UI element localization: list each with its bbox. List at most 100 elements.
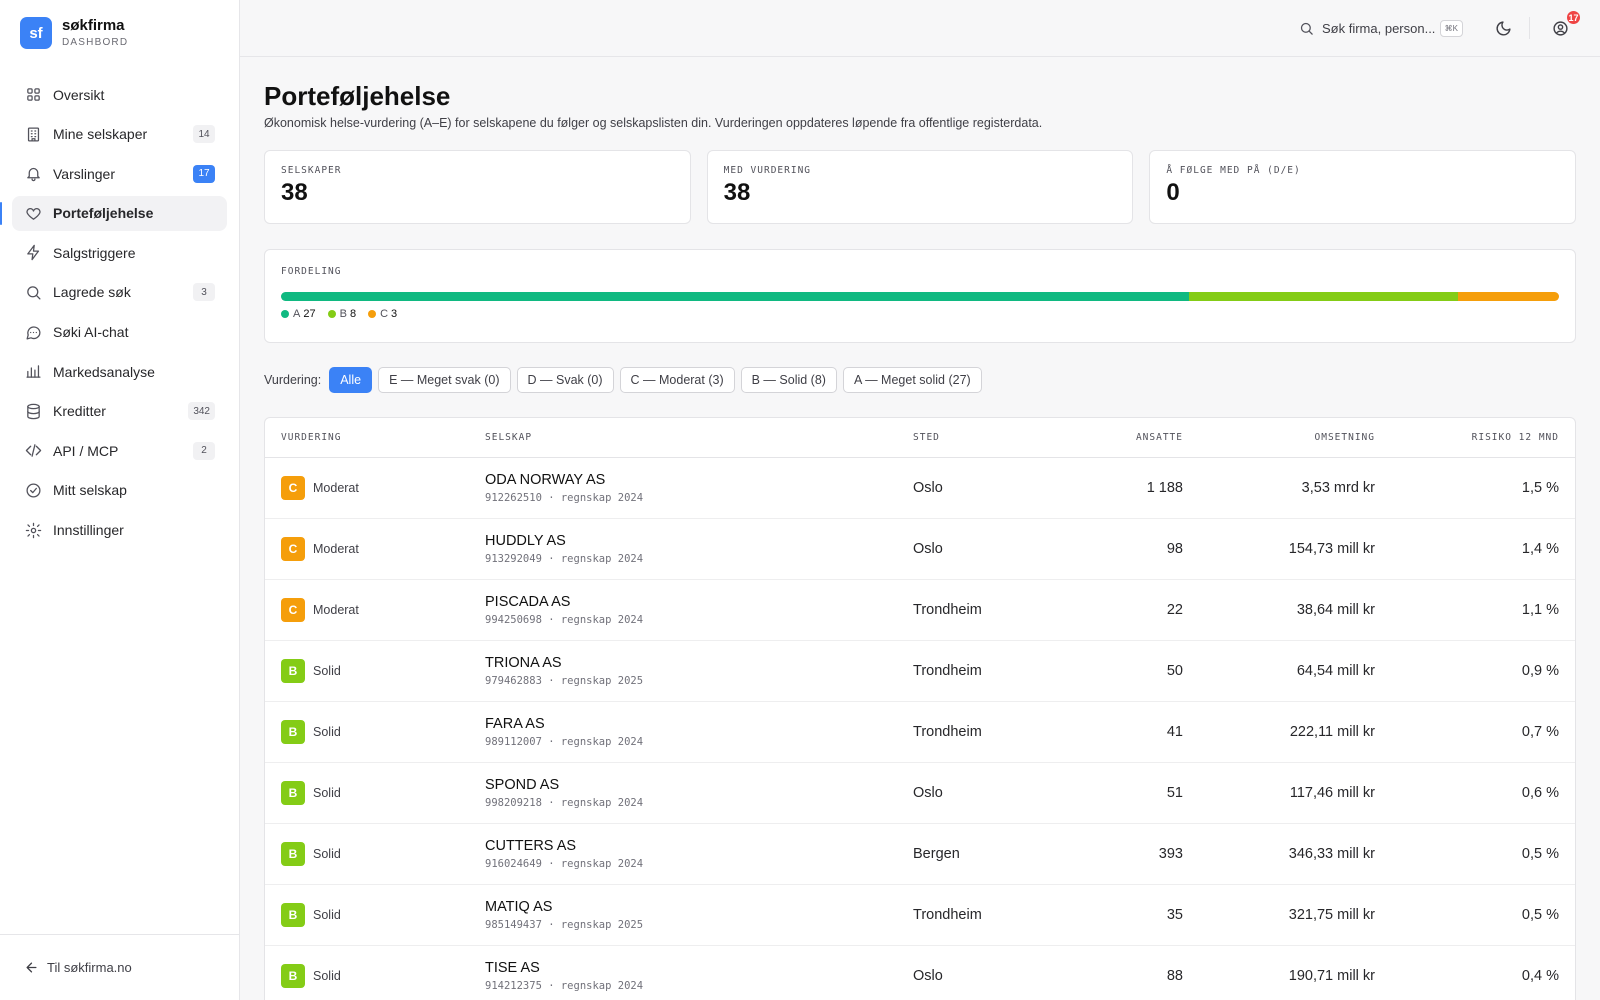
sidebar-item-salgstriggere[interactable]: Salgstriggere: [12, 235, 227, 270]
grade-label: Solid: [313, 847, 341, 862]
table-row[interactable]: C Moderat ODA NORWAY AS 912262510 · regnska…: [265, 458, 1575, 520]
distribution-bar: [281, 292, 1559, 302]
legend-grade: A: [293, 308, 301, 321]
company-name-link[interactable]: SPOND AS: [485, 777, 560, 794]
place-cell: Oslo: [913, 968, 943, 985]
table-row[interactable]: B Solid SPOND AS 998209218 · regnskap 2024 O…: [265, 763, 1575, 825]
filter-chip[interactable]: A — Meget solid (27): [842, 367, 982, 394]
place-cell: Oslo: [913, 480, 943, 497]
company-name-link[interactable]: TRIONA AS: [485, 655, 562, 672]
sidebar-item-søki-ai-chat[interactable]: Søki AI-chat: [12, 315, 227, 350]
bell-icon: [24, 165, 42, 183]
sidebar-item-api-mcp[interactable]: API / MCP 2: [12, 433, 227, 468]
page-content: Porteføljehelse Økonomisk helse-vurderin…: [240, 57, 1600, 1000]
company-name-link[interactable]: FARA AS: [485, 716, 545, 733]
filter-chip[interactable]: Alle: [329, 367, 373, 394]
sidebar-item-mitt-selskap[interactable]: Mitt selskap: [12, 473, 227, 508]
risk-cell: 0,4 %: [1521, 968, 1559, 985]
filter-chip[interactable]: D — Svak (0): [516, 367, 614, 394]
company-cell: HUDDLY AS 913292049 · regnskap 2024: [485, 533, 913, 565]
revenue-cell: 222,11 mill kr: [1289, 724, 1375, 741]
sidebar-item-innstillinger[interactable]: Innstillinger: [12, 513, 227, 548]
distribution-legend: A 27 B 8 C 3: [281, 308, 1559, 320]
column-header[interactable]: STED: [913, 432, 940, 444]
legend-count: 27: [303, 308, 316, 321]
rating-cell: B Solid: [281, 720, 485, 745]
grade-label: Solid: [313, 664, 341, 679]
table-row[interactable]: B Solid TRIONA AS 979462883 · regnskap 2025…: [265, 641, 1575, 703]
table-row[interactable]: B Solid TISE AS 914212375 · regnskap 2024 Os…: [265, 946, 1575, 1000]
grid-icon: [24, 86, 42, 104]
company-name-link[interactable]: ODA NORWAY AS: [485, 472, 606, 489]
legend-dot: [368, 310, 377, 319]
column-header[interactable]: OMSETNING: [1314, 432, 1375, 444]
table-row[interactable]: B Solid CUTTERS AS 916024649 · regnskap 202…: [265, 824, 1575, 886]
sidebar-item-kreditter[interactable]: Kreditter 342: [12, 394, 227, 429]
column-header[interactable]: SELSKAP: [485, 432, 533, 444]
company-name-link[interactable]: CUTTERS AS: [485, 838, 577, 855]
sidebar-item-markedsanalyse[interactable]: Markedsanalyse: [12, 354, 227, 389]
search-input[interactable]: Søk firma, person... ⌘K: [1289, 8, 1473, 48]
account-button[interactable]: 17: [1544, 9, 1582, 44]
sidebar-item-label: Mine selskaper: [53, 126, 148, 143]
legend-dot: [327, 310, 336, 319]
moon-icon: [1496, 20, 1511, 35]
place-cell: Bergen: [913, 846, 960, 863]
back-to-site-link[interactable]: Til søkfirma.no: [0, 934, 239, 1000]
check-circle-icon: [24, 481, 42, 499]
user-circle-icon: [1552, 20, 1568, 36]
grade-badge: B: [281, 903, 305, 928]
employees-cell: 35: [1166, 907, 1183, 924]
sidebar: sf søkfirma DASHBORD Oversikt Mine selska…: [0, 0, 240, 1000]
employees-cell: 50: [1166, 663, 1183, 680]
table-header: VURDERING SELSKAP STED ANSATTE OMSETNING RISI…: [265, 418, 1575, 459]
sidebar-item-oversikt[interactable]: Oversikt: [12, 77, 227, 112]
filter-chip[interactable]: B — Solid (8): [740, 367, 837, 394]
page-subtitle: Økonomisk helse-vurdering (A–E) for sels…: [264, 116, 1043, 131]
distribution-card: FORDELING A 27 B 8 C 3: [264, 249, 1576, 344]
legend-grade: C: [380, 308, 389, 321]
sidebar-item-varslinger[interactable]: Varslinger 17: [12, 156, 227, 191]
company-name-link[interactable]: PISCADA AS: [485, 594, 571, 611]
building-icon: [24, 125, 42, 143]
table-row[interactable]: C Moderat PISCADA AS 994250698 · regnskap 2…: [265, 580, 1575, 642]
database-icon: [24, 402, 42, 420]
brand[interactable]: sf søkfirma DASHBORD: [0, 0, 239, 66]
search-icon: [1300, 22, 1313, 35]
lightning-icon: [24, 244, 42, 262]
theme-toggle-button[interactable]: [1487, 12, 1519, 44]
stat-label: Å FØLGE MED PÅ (D/E): [1166, 165, 1301, 177]
sidebar-item-label: Kreditter: [53, 403, 106, 420]
sidebar-item-label: Lagrede søk: [53, 284, 131, 301]
sidebar-item-lagrede-søk[interactable]: Lagrede søk 3: [12, 275, 227, 310]
filter-chip[interactable]: E — Meget svak (0): [378, 367, 511, 394]
risk-cell: 1,1 %: [1521, 602, 1559, 619]
company-name-link[interactable]: HUDDLY AS: [485, 533, 566, 550]
revenue-cell: 346,33 mill kr: [1288, 846, 1375, 863]
sidebar-item-mine-selskaper[interactable]: Mine selskaper 14: [12, 117, 227, 152]
company-name-link[interactable]: TISE AS: [485, 960, 540, 977]
sidebar-item-porteføljehelse[interactable]: Porteføljehelse: [0, 195, 227, 231]
table-row[interactable]: B Solid FARA AS 989112007 · regnskap 2024 Tr…: [265, 702, 1575, 764]
company-meta: 979462883 · regnskap 2025: [485, 675, 644, 688]
filter-chip[interactable]: C — Moderat (3): [619, 367, 735, 394]
search-shortcut: ⌘K: [1439, 19, 1463, 37]
column-header[interactable]: RISIKO 12 MND: [1471, 432, 1559, 444]
revenue-cell: 117,46 mill kr: [1289, 785, 1375, 802]
revenue-cell: 190,71 mill kr: [1288, 968, 1375, 985]
company-name-link[interactable]: MATIQ AS: [485, 899, 553, 916]
sidebar-item-label: Oversikt: [53, 86, 105, 103]
place-cell: Trondheim: [913, 663, 982, 680]
risk-cell: 0,7 %: [1521, 724, 1559, 741]
column-header[interactable]: ANSATTE: [1135, 432, 1183, 444]
risk-cell: 1,4 %: [1521, 541, 1559, 558]
table-row[interactable]: C Moderat HUDDLY AS 913292049 · regnskap 20…: [265, 519, 1575, 581]
stats-row: SELSKAPER 38 MED VURDERING 38 Å FØLGE MED PÅ…: [264, 150, 1577, 225]
company-meta: 916024649 · regnskap 2024: [485, 858, 644, 871]
table-row[interactable]: B Solid MATIQ AS 985149437 · regnskap 2025 T…: [265, 885, 1575, 947]
column-header[interactable]: VURDERING: [281, 432, 342, 444]
revenue-cell: 38,64 mill kr: [1296, 602, 1375, 619]
company-cell: FARA AS 989112007 · regnskap 2024: [485, 716, 913, 748]
